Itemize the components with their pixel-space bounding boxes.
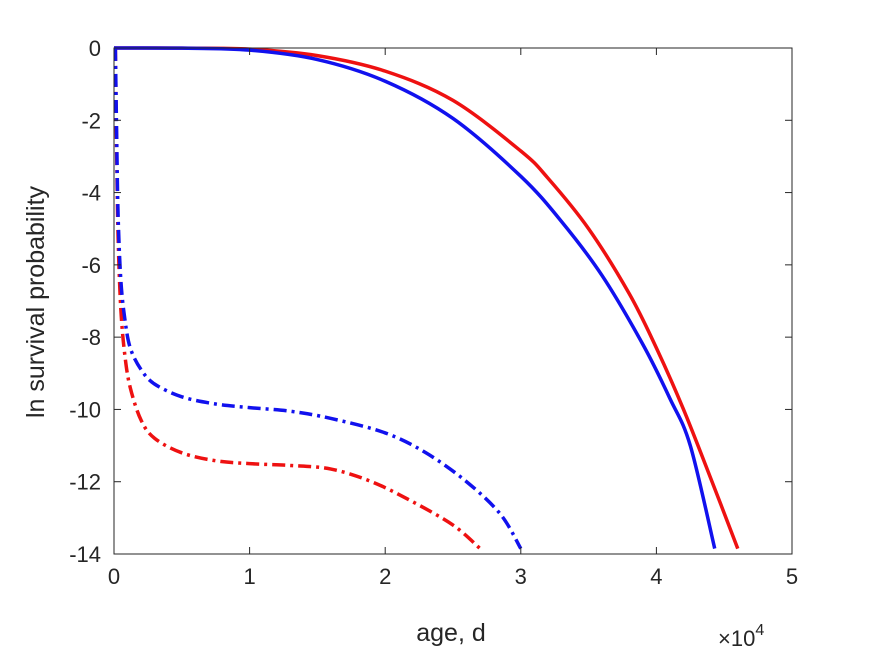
x-tick-label: 0 [108, 564, 120, 589]
x-axis-title: age, d [416, 619, 486, 647]
x-tick-label: 3 [515, 564, 527, 589]
x-multiplier-base: ×10 [718, 626, 755, 651]
x-tick-label: 4 [650, 564, 662, 589]
y-tick-label: -2 [81, 108, 101, 133]
y-tick-label: -6 [81, 253, 101, 278]
y-tick-label: -12 [69, 470, 101, 495]
x-tick-label: 1 [243, 564, 255, 589]
series-line-4 [113, 47, 523, 550]
x-axis-multiplier: ×104 [718, 622, 764, 651]
y-tick-label: -10 [69, 397, 101, 422]
tick-layer: 0 1 2 3 4 5 0 -2 -4 -6 -8 -10 -12 -14 [69, 36, 798, 589]
x-tick-label: 5 [786, 564, 798, 589]
y-tick-label: -4 [81, 181, 101, 206]
y-tick-label: -8 [81, 325, 101, 350]
y-tick-label: 0 [89, 36, 101, 61]
x-tick-label: 2 [379, 564, 391, 589]
x-multiplier-exponent: 4 [755, 622, 764, 639]
y-axis-title: ln survival probability [22, 185, 50, 418]
y-tick-label: -14 [69, 542, 101, 567]
plot-frame [113, 47, 793, 555]
